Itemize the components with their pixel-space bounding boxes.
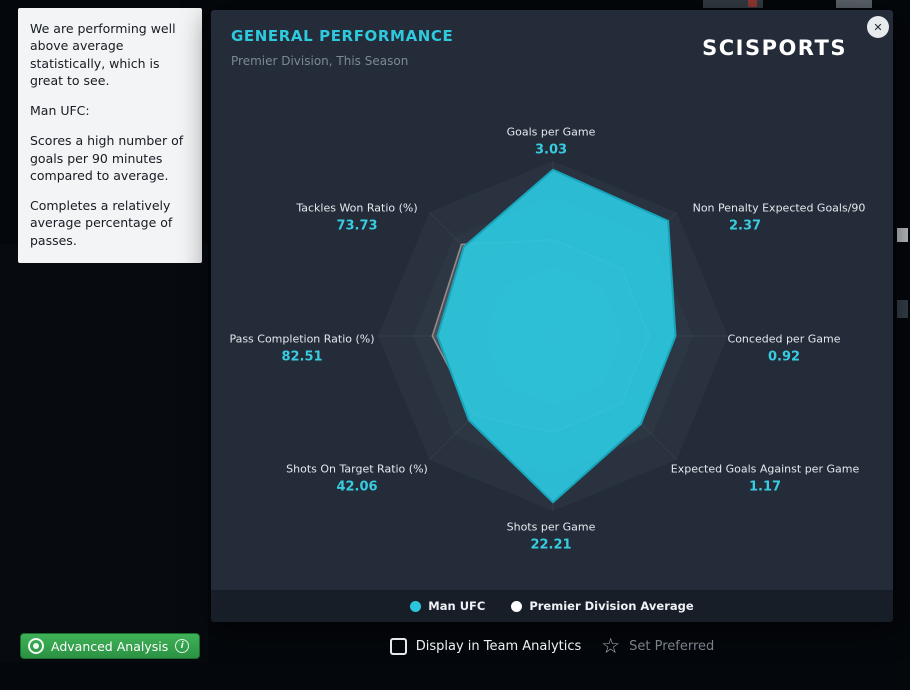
axis-value-np-xg-90: 2.37 [728, 218, 762, 234]
info-icon: i [175, 639, 190, 653]
team-analytics-option: Display in Team Analytics [389, 637, 582, 655]
axis-label-shots-on-target-ratio: Shots On Target Ratio (%) [286, 462, 428, 476]
axis-label-tackles-won-ratio: Tackles Won Ratio (%) [296, 201, 418, 215]
scisports-logo: SCISPORTS [702, 36, 847, 60]
background-ui-fragment [703, 0, 763, 8]
axis-value-pass-completion-ratio: 82.51 [281, 349, 323, 365]
close-icon: ✕ [873, 20, 883, 34]
analysis-paragraph: Man UFC: [30, 103, 90, 118]
axis-label-shots-per-game: Shots per Game [506, 520, 596, 534]
general-performance-dialog: GENERAL PERFORMANCE Premier Division, Th… [211, 10, 893, 622]
axis-value-xga-per-game: 1.17 [748, 479, 782, 495]
page-subtitle: Premier Division, This Season [231, 54, 409, 68]
axis-label-conceded-per-game: Conceded per Game [727, 332, 841, 346]
star-icon[interactable]: ☆ [601, 633, 621, 658]
background-scrollbar-fragment [897, 300, 908, 318]
legend-item-man-ufc: Man UFC [410, 599, 485, 613]
team-analytics-label[interactable]: Display in Team Analytics [415, 638, 582, 654]
radar-chart [378, 161, 728, 511]
axis-label-goals-per-game: Goals per Game [506, 125, 596, 139]
background-ui-fragment [0, 244, 208, 662]
advanced-analysis-label: Advanced Analysis [51, 638, 169, 654]
axis-label-np-xg-90: Non Penalty Expected Goals/90 [692, 201, 866, 215]
axis-value-conceded-per-game: 0.92 [767, 349, 801, 365]
analysis-circle-icon [28, 638, 44, 654]
page-title: GENERAL PERFORMANCE [231, 27, 454, 45]
analysis-paragraph: We are performing well above average sta… [30, 21, 176, 88]
set-preferred-label[interactable]: Set Preferred [629, 638, 715, 654]
background-scrollbar-fragment [897, 228, 908, 242]
axis-label-pass-completion-ratio: Pass Completion Ratio (%) [229, 332, 375, 346]
axis-value-shots-per-game: 22.21 [530, 537, 572, 553]
set-preferred-option: ☆ Set Preferred [601, 633, 715, 658]
close-button[interactable]: ✕ [867, 16, 889, 38]
background-ui-fragment [748, 0, 757, 7]
radar-chart-area: Goals per Game 3.03 Non Penalty Expected… [211, 10, 893, 622]
legend-label: Man UFC [428, 599, 486, 613]
axis-value-goals-per-game: 3.03 [534, 142, 568, 158]
dialog-footer: Display in Team Analytics ☆ Set Preferre… [211, 631, 893, 661]
advanced-analysis-button[interactable]: Advanced Analysis i [20, 633, 201, 659]
analysis-text-panel: We are performing well above average sta… [18, 8, 202, 263]
legend-label: Premier Division Average [529, 599, 694, 613]
legend-dot-icon [410, 600, 422, 612]
axis-label-xga-per-game: Expected Goals Against per Game [670, 462, 860, 476]
analysis-paragraph: Scores a high number of goals per 90 min… [30, 133, 184, 183]
team-analytics-checkbox[interactable] [389, 637, 407, 655]
axis-value-shots-on-target-ratio: 42.06 [336, 479, 378, 495]
axis-value-tackles-won-ratio: 73.73 [336, 218, 378, 234]
analysis-paragraph: Completes a relatively average percentag… [30, 198, 173, 248]
background-ui-fragment [836, 0, 872, 8]
legend-dot-icon [511, 600, 523, 612]
chart-legend: Man UFC Premier Division Average [211, 590, 893, 622]
legend-item-division-average: Premier Division Average [511, 599, 694, 613]
